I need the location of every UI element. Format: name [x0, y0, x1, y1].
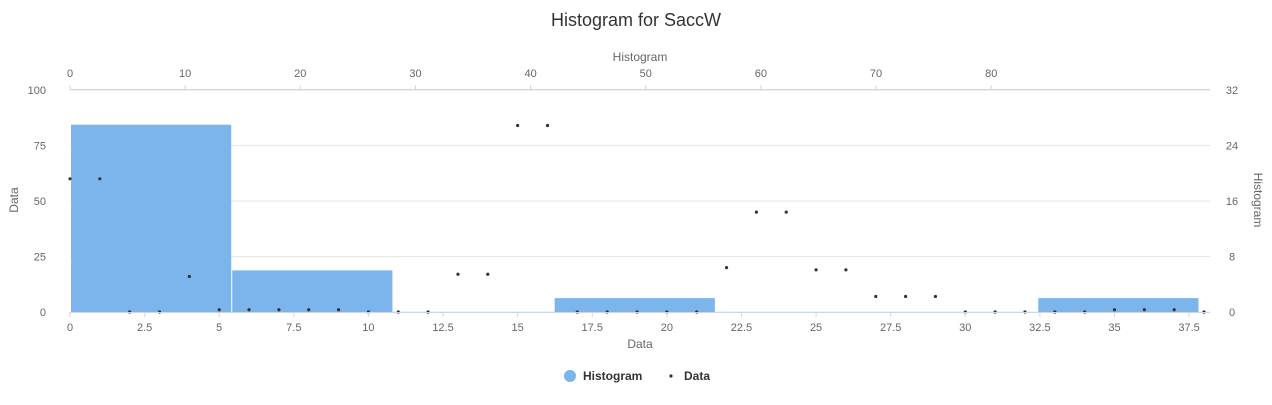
- left-axis-title: Data: [7, 187, 21, 213]
- y-left-tick-label: 75: [34, 141, 46, 153]
- x-top-tick-label: 20: [294, 68, 306, 80]
- legend-item-histogram[interactable]: Histogram: [564, 369, 642, 383]
- y-left-tick-label: 100: [28, 85, 46, 97]
- x-bottom-tick-label: 7.5: [286, 322, 301, 334]
- data-point: [1172, 308, 1176, 312]
- legend-data-symbol: [669, 374, 673, 378]
- x-bottom-tick-label: 37.5: [1178, 322, 1199, 334]
- x-bottom-tick-label: 35: [1108, 322, 1120, 334]
- x-top-tick-label: 80: [985, 68, 997, 80]
- x-bottom-tick-label: 22.5: [731, 322, 752, 334]
- x-top-tick-label: 0: [67, 68, 73, 80]
- x-bottom-tick-label: 12.5: [432, 322, 453, 334]
- y-right-tick-label: 8: [1229, 252, 1235, 264]
- y-left-tick-label: 0: [40, 307, 46, 319]
- histogram-bars: [71, 124, 1199, 312]
- data-point: [844, 268, 848, 272]
- data-point: [247, 308, 251, 312]
- histogram-bar: [554, 298, 715, 312]
- y-left-tick-label: 25: [34, 252, 46, 264]
- legend-data-label: Data: [684, 369, 710, 383]
- data-point: [1142, 308, 1146, 312]
- x-top-tick-label: 30: [409, 68, 421, 80]
- x-top-tick-label: 50: [640, 68, 652, 80]
- legend-histogram-label: Histogram: [583, 369, 642, 383]
- data-point: [874, 294, 878, 299]
- data-point: [277, 308, 281, 312]
- histogram-bar: [232, 270, 393, 312]
- axes: 0 2.5 5 7.5 10 12.5 15 17.5 20 22.5 25 27.5 30 32.5 35…: [28, 68, 1238, 334]
- data-point: [98, 177, 102, 181]
- data-point: [545, 123, 550, 128]
- x-bottom-tick-label: 15: [512, 322, 524, 334]
- data-point: [217, 308, 221, 312]
- legend: Histogram Data: [564, 369, 710, 383]
- x-top-tick-label: 70: [870, 68, 882, 80]
- histogram-bar: [71, 124, 232, 312]
- data-point: [68, 177, 72, 181]
- x-bottom-tick-label: 32.5: [1029, 322, 1050, 334]
- bottom-axis-title: Data: [627, 337, 653, 351]
- x-bottom-tick-label: 10: [362, 322, 374, 334]
- data-point: [187, 274, 191, 279]
- chart-title: Histogram for SaccW: [551, 10, 721, 30]
- legend-item-data[interactable]: Data: [669, 369, 710, 383]
- data-point: [904, 294, 908, 299]
- legend-histogram-symbol: [564, 370, 576, 382]
- data-point: [336, 308, 341, 312]
- data-point: [814, 268, 818, 272]
- data-point: [724, 266, 729, 270]
- histogram-bar: [1038, 298, 1199, 312]
- x-bottom-tick-label: 25: [810, 322, 822, 334]
- x-bottom-tick-label: 17.5: [582, 322, 603, 334]
- x-bottom-tick-label: 5: [216, 322, 222, 334]
- data-point: [456, 272, 460, 276]
- y-right-tick-label: 16: [1226, 196, 1238, 208]
- y-right-tick-label: 0: [1229, 307, 1235, 319]
- data-point: [486, 272, 490, 276]
- x-bottom-tick-label: 2.5: [137, 322, 152, 334]
- x-top-tick-label: 60: [755, 68, 767, 80]
- right-axis-title: Histogram: [1251, 173, 1265, 228]
- x-bottom-tick-label: 27.5: [880, 322, 901, 334]
- top-axis-title: Histogram: [613, 50, 668, 64]
- y-right-tick-label: 24: [1226, 141, 1238, 153]
- data-point: [1112, 308, 1117, 312]
- data-point: [754, 210, 758, 214]
- y-right-tick-label: 32: [1226, 85, 1238, 97]
- x-bottom-tick-label: 30: [959, 322, 971, 334]
- data-point: [307, 308, 311, 312]
- x-bottom-tick-label: 0: [67, 322, 73, 334]
- data-point: [784, 210, 788, 214]
- data-point: [516, 123, 520, 128]
- x-top-tick-label: 10: [179, 68, 191, 80]
- x-top-tick-label: 40: [524, 68, 536, 80]
- data-point: [933, 294, 938, 299]
- x-bottom-tick-label: 20: [661, 322, 673, 334]
- y-left-tick-label: 50: [34, 196, 46, 208]
